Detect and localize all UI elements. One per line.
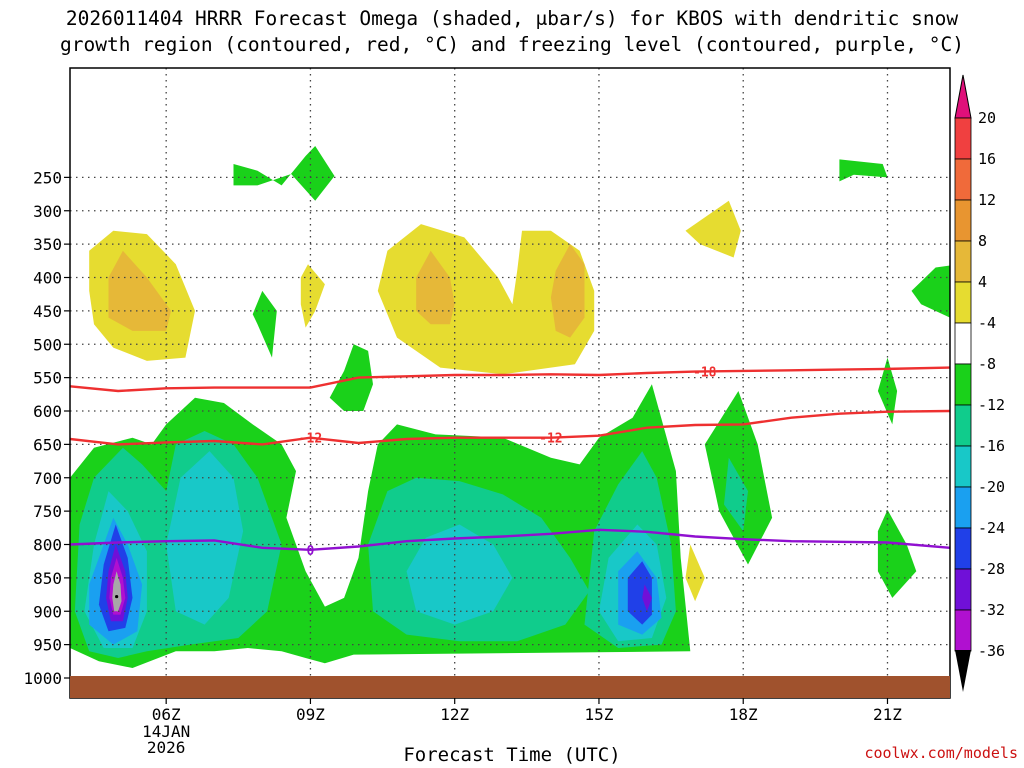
y-tick-label-850: 850	[33, 569, 62, 588]
contour-label--12: -12	[299, 432, 322, 447]
omega-region--4-to--8	[233, 146, 335, 201]
omega-band-minus12-to-minus16	[166, 451, 244, 625]
colorbar-label--12: -12	[978, 396, 1005, 414]
colorbar-band-20-to-16	[954, 117, 972, 160]
colorbar-band--16-to--20	[954, 445, 972, 488]
y-tick-label-450: 450	[33, 302, 62, 321]
omega-band-minus20-to-minus24	[627, 561, 652, 625]
x-date-label-line-2: 2026	[147, 738, 186, 757]
x-tick-label-15Z: 15Z	[585, 705, 614, 724]
colorbar-label--16: -16	[978, 437, 1005, 455]
y-tick-label-250: 250	[33, 168, 62, 187]
omega-band-4-to-8	[416, 250, 455, 325]
colorbar-label-4: 4	[978, 273, 987, 291]
chart-title-line-2: growth region (contoured, red, °C) and f…	[60, 33, 964, 56]
colorbar-band-12-to-8	[954, 199, 972, 242]
colorbar-label--32: -32	[978, 601, 1005, 619]
x-tick-label-12Z: 12Z	[440, 705, 469, 724]
contour-line--12	[70, 409, 950, 446]
y-tick-label-600: 600	[33, 402, 62, 421]
omega-region--4-to--8	[877, 509, 917, 598]
colorbar-band--28-to--32	[954, 568, 972, 611]
omega-band-minus12-to-minus16	[406, 524, 513, 625]
omega-shading-layer	[70, 146, 950, 668]
chart-title: 2026011404 HRRR Forecast Omega (shaded, …	[0, 6, 1024, 58]
omega-band-minus24-to-minus28	[642, 584, 652, 612]
colorbar-band--24-to--28	[954, 527, 972, 570]
contour-line--18	[70, 366, 950, 393]
omega-region-0-to-4	[300, 264, 325, 328]
y-tick-label-350: 350	[33, 235, 62, 254]
colorbar-label-20: 20	[978, 109, 996, 127]
chart-title-line-1: 2026011404 HRRR Forecast Omega (shaded, …	[65, 7, 959, 30]
omega-band-4-to-8	[550, 244, 585, 338]
axis-layer: 250 300 350 400 450 500 550 600 650 700 750 800 850 9…	[23, 168, 950, 757]
omega-region--4-to--8	[911, 265, 950, 318]
y-tick-label-750: 750	[33, 502, 62, 521]
y-tick-label-950: 950	[33, 636, 62, 655]
x-axis-label: Forecast Time (UTC)	[403, 744, 621, 766]
contour-layer: -18 -12 -12 0	[70, 365, 950, 559]
colorbar-band--12-to--16	[954, 404, 972, 447]
colorbar-label--20: -20	[978, 478, 1005, 496]
colorbar-band-8-to-4	[954, 240, 972, 283]
omega-region--4-to--8	[252, 290, 277, 358]
omega-region-0-to-4	[685, 544, 705, 602]
omega-region--4-to--8	[877, 357, 898, 425]
colorbar-band--20-to--24	[954, 486, 972, 529]
colorbar-label--36: -36	[978, 642, 1005, 660]
y-tick-label-300: 300	[33, 202, 62, 221]
y-tick-label-500: 500	[33, 335, 62, 354]
colorbar-label-16: 16	[978, 150, 996, 168]
x-tick-label-06Z: 06Z	[152, 705, 181, 724]
omega-band-minus32-to-minus36	[112, 571, 122, 612]
omega-region-0-to-4	[685, 200, 741, 258]
omega-region--8-to--12	[724, 457, 748, 532]
colorbar-label--24: -24	[978, 519, 1005, 537]
colorbar-band--8-to--12	[954, 363, 972, 406]
x-tick-label-18Z: 18Z	[729, 705, 758, 724]
y-tick-label-900: 900	[33, 602, 62, 621]
colorbar: 20 16 12 8 4 -4 -8 -12 -16 -20 -24 -28 -32 -36	[954, 74, 1005, 692]
contour-label--18: -18	[693, 365, 717, 380]
y-tick-label-800: 800	[33, 536, 62, 555]
grid-layer	[70, 68, 950, 698]
y-tick-label-1000: 1000	[23, 669, 62, 688]
colorbar-band--4-to--8	[954, 322, 972, 365]
y-tick-label-700: 700	[33, 469, 62, 488]
colorbar-label--8: -8	[978, 355, 996, 373]
x-date-label-line-1: 14JAN	[142, 722, 190, 741]
colorbar-label-8: 8	[978, 232, 987, 250]
contour-label-0: 0	[307, 544, 315, 559]
omega-band-minus4-to-minus8	[329, 344, 373, 411]
colorbar-label-12: 12	[978, 191, 996, 209]
colorbar-top-triangle	[954, 74, 972, 119]
omega-minimum-marker	[115, 594, 119, 599]
y-tick-label-650: 650	[33, 435, 62, 454]
x-tick-label-09Z: 09Z	[296, 705, 325, 724]
colorbar-band-4-to--4	[954, 281, 972, 324]
colorbar-label--4: -4	[978, 314, 996, 332]
ground-strip	[70, 676, 950, 698]
colorbar-band--32-to--36	[954, 609, 972, 652]
x-tick-label-21Z: 21Z	[873, 705, 902, 724]
y-tick-label-400: 400	[33, 269, 62, 288]
site-credit: coolwx.com/models	[864, 744, 1018, 762]
contour-line-0	[70, 528, 950, 552]
colorbar-label--28: -28	[978, 560, 1005, 578]
omega-region--4-to--8	[839, 159, 888, 182]
colorbar-band-16-to-12	[954, 158, 972, 201]
contour-label--12: -12	[539, 432, 562, 447]
colorbar-bottom-triangle	[955, 650, 971, 692]
y-tick-label-550: 550	[33, 369, 62, 388]
